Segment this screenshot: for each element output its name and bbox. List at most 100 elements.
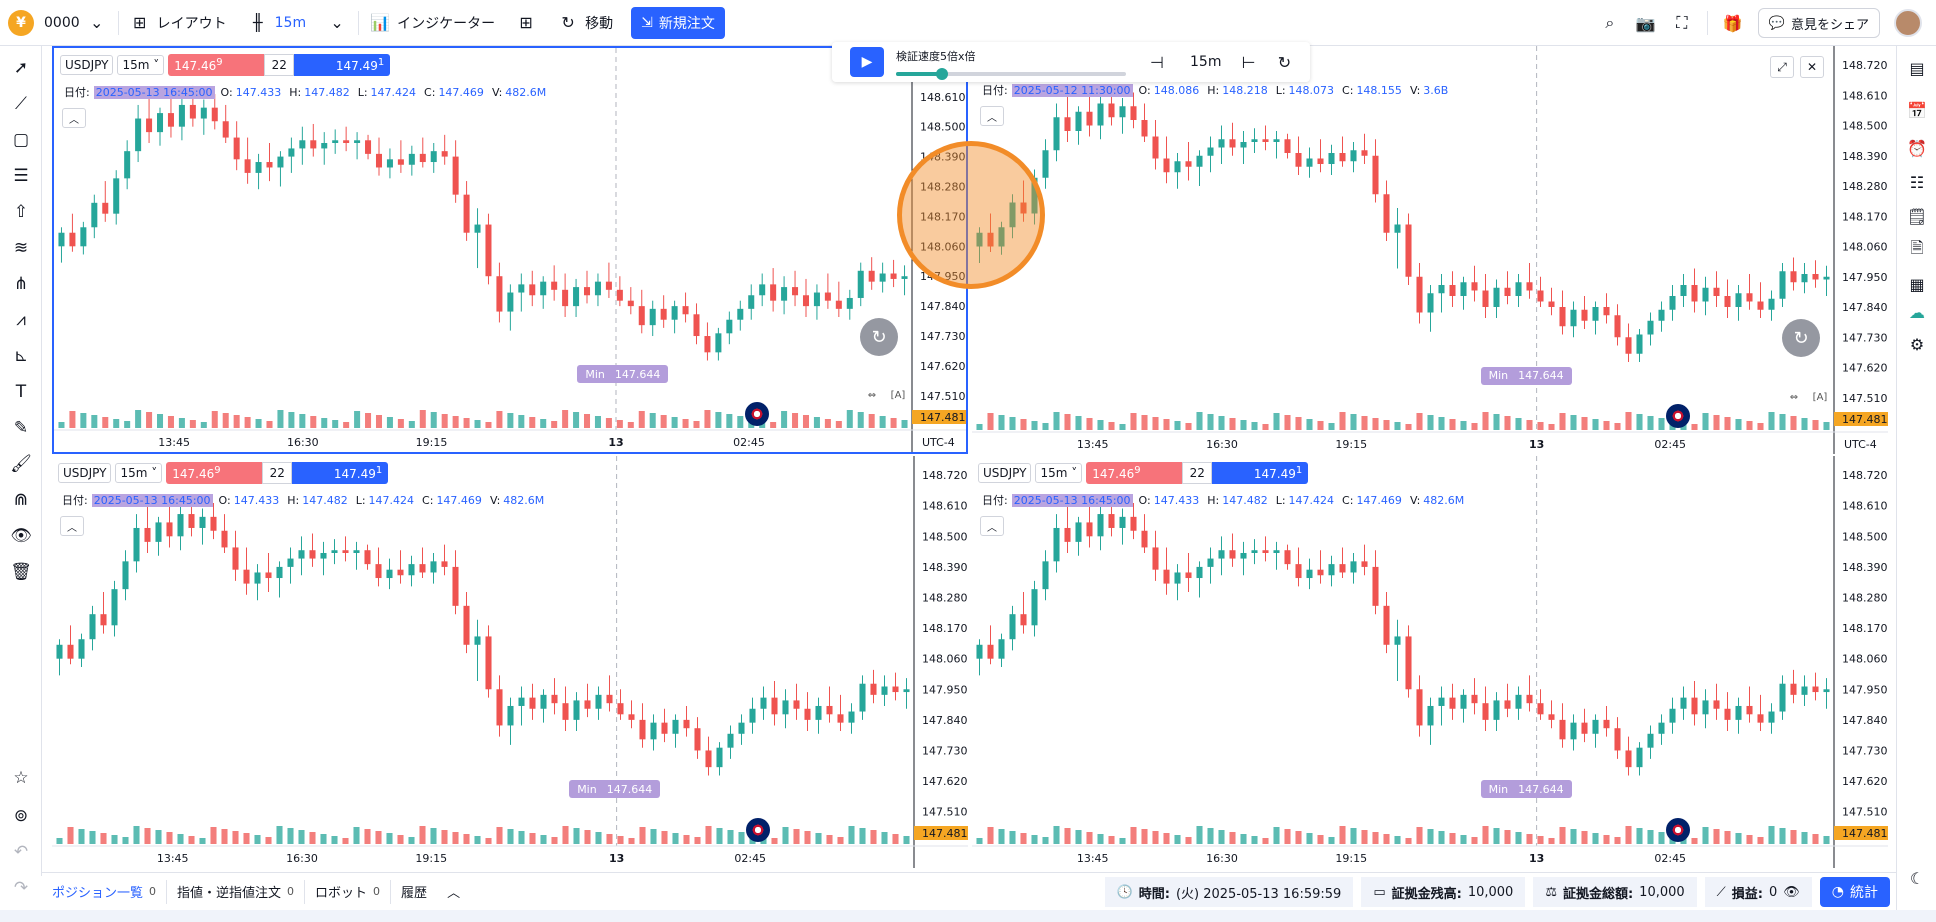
layout-button[interactable]: ⊞ レイアウト	[119, 0, 237, 46]
undo-icon[interactable]: ↶	[13, 842, 29, 862]
symbol-label[interactable]: USDJPY	[58, 463, 112, 483]
camera-icon[interactable]: 📷	[1635, 13, 1656, 33]
measure-icon[interactable]: ⊾	[13, 346, 29, 366]
bid-price-button[interactable]: 147.469	[166, 462, 263, 484]
symbol-label[interactable]: USDJPY	[60, 55, 114, 75]
volume-bar	[397, 419, 404, 428]
low-value: 147.424	[1288, 494, 1335, 507]
candlestick-chart[interactable]: 148.720148.610148.500148.390148.280148.1…	[972, 46, 1888, 454]
notes-icon[interactable]: 🗒	[1906, 206, 1928, 226]
ask-price-button[interactable]: 147.491	[1212, 462, 1309, 484]
scale-toggle-icon[interactable]: ⇔	[1789, 391, 1799, 403]
brush-lines-icon[interactable]: ≋	[13, 238, 29, 258]
calendar-icon[interactable]: 📅	[1907, 100, 1927, 120]
replay-undo-button[interactable]: ↻	[860, 318, 898, 357]
statistics-button[interactable]: ◔ 統計	[1819, 877, 1890, 907]
paint-brush-icon[interactable]: 🖌	[10, 454, 32, 474]
ask-price-button[interactable]: 147.491	[292, 462, 389, 484]
eye-icon[interactable]: 👁	[1783, 884, 1800, 900]
replay-undo-button[interactable]: ↻	[1782, 319, 1820, 358]
candlestick-chart[interactable]: 148.720148.610148.500148.390148.280148.1…	[972, 456, 1888, 868]
trash-icon[interactable]: 🗑	[10, 562, 32, 582]
document-icon[interactable]: ▤	[1909, 58, 1925, 78]
step-forward-icon[interactable]: ⊢	[1241, 52, 1256, 72]
expand-panel-button[interactable]: ︿	[437, 873, 470, 911]
timeframe-selector[interactable]: ╫ 15m ⌄	[237, 0, 358, 46]
pitchfork-icon[interactable]: ⋔	[13, 274, 29, 294]
chart-pane-bottom-left[interactable]: 148.720 148.610 148.500 148.390 148.280 148.1…	[52, 456, 968, 868]
clock-icon[interactable]: ⏰	[1907, 138, 1927, 158]
volume-bar	[1548, 424, 1555, 430]
fullscreen-icon[interactable]: ⛶	[1676, 13, 1688, 32]
pattern-icon[interactable]: ⩘	[16, 310, 26, 330]
pane-timeframe-selector[interactable]: 15m ˅	[115, 463, 163, 483]
expand-icon[interactable]: ⤢	[1770, 56, 1794, 78]
redo-icon[interactable]: ↷	[13, 878, 29, 898]
cursor-icon[interactable]: ➚	[13, 58, 29, 78]
share-opinion-button[interactable]: 💬 意見をシェア	[1757, 8, 1880, 38]
move-button[interactable]: ↻ 移動	[547, 0, 623, 46]
chart-pane-bottom-right[interactable]: 148.720 148.610 148.500 148.390 148.280 148.1…	[972, 456, 1888, 868]
search-icon[interactable]: ⌕	[1605, 13, 1615, 32]
collapse-legend-button[interactable]: ︿	[60, 516, 84, 536]
avatar[interactable]	[1894, 9, 1922, 37]
account-selector[interactable]: 0000 ⌄	[34, 0, 118, 46]
app-logo-icon[interactable]: ¥	[8, 9, 34, 36]
volume-bar	[1350, 414, 1357, 430]
eye-icon[interactable]: 👁	[10, 526, 32, 546]
volume-bar	[408, 837, 415, 844]
candle-body	[639, 719, 646, 740]
tab-robot[interactable]: ロボット 0	[305, 873, 390, 911]
bid-price-button[interactable]: 147.469	[168, 54, 265, 76]
candlestick-chart[interactable]: 148.720148.610148.500148.390148.280148.1…	[54, 48, 966, 452]
sync-link-icon[interactable]: ⊚	[13, 806, 29, 826]
chart-pane-top-left[interactable]: 148.720148.610148.500148.390148.280148.1…	[52, 46, 968, 454]
tab-history[interactable]: 履歴	[391, 873, 437, 911]
star-icon[interactable]: ☆	[13, 768, 29, 788]
tab-positions[interactable]: ポジション一覧 0	[42, 873, 166, 911]
fib-icon[interactable]: ☰	[13, 166, 29, 186]
checklist-icon[interactable]: ☷	[1909, 172, 1925, 192]
report-icon[interactable]: 🗎	[1910, 237, 1924, 257]
symbol-label[interactable]: USDJPY	[978, 463, 1032, 483]
jump-back-icon[interactable]: ↻	[1277, 52, 1292, 72]
new-order-button[interactable]: ⇲ 新規注文	[631, 6, 725, 39]
speed-slider-handle[interactable]	[936, 68, 948, 80]
candle-body	[1779, 271, 1786, 299]
auto-scale-icon[interactable]: [A]	[890, 389, 906, 401]
play-button[interactable]: ▶	[850, 47, 884, 77]
tab-orders[interactable]: 指値・逆指値注文 0	[167, 873, 304, 911]
chart-pane-top-right[interactable]: 148.720 148.610 148.500 148.390 148.280 148.1…	[972, 46, 1888, 454]
dark-mode-icon[interactable]: ☾	[1909, 868, 1925, 888]
rectangle-icon[interactable]: ▢	[12, 130, 30, 150]
close-icon[interactable]: ✕	[1800, 56, 1824, 78]
gift-icon[interactable]: 🎁	[1722, 13, 1743, 33]
cloud-icon[interactable]: ☁	[1909, 302, 1925, 322]
timezone-label[interactable]: UTC-4	[1844, 438, 1877, 451]
collapse-legend-button[interactable]: ︿	[980, 106, 1004, 126]
pane-timeframe-selector[interactable]: 15m ˅	[117, 55, 165, 75]
candle-body	[331, 550, 338, 553]
pane-timeframe-selector[interactable]: 15m ˅	[1035, 463, 1083, 483]
news-icon[interactable]: ▦	[1909, 274, 1925, 294]
step-back-icon[interactable]: ⊣	[1150, 52, 1164, 72]
collapse-legend-button[interactable]: ︿	[62, 108, 86, 128]
scale-toggle-icon[interactable]: ⇔	[867, 389, 877, 401]
magnet-icon[interactable]: ⋒	[13, 490, 29, 510]
text-icon[interactable]: T	[15, 382, 27, 402]
auto-scale-icon[interactable]: [A]	[1812, 391, 1828, 403]
ask-price-button[interactable]: 147.491	[294, 54, 391, 76]
volume-bar	[1416, 413, 1423, 430]
add-widget-button[interactable]: ⊞	[505, 0, 547, 46]
candlestick-chart[interactable]: 148.720148.610148.500148.390148.280148.1…	[52, 456, 968, 868]
trend-line-icon[interactable]: ⟋	[15, 94, 27, 114]
collapse-legend-button[interactable]: ︿	[980, 516, 1004, 536]
bid-price-button[interactable]: 147.469	[1086, 462, 1183, 484]
speed-slider[interactable]	[896, 68, 1126, 80]
replay-timeframe[interactable]: 15m	[1190, 54, 1222, 70]
indicators-button[interactable]: 📊 インジケーター	[359, 0, 505, 46]
timezone-label[interactable]: UTC-4	[922, 436, 955, 449]
settings-icon[interactable]: ⚙	[1909, 334, 1925, 354]
arrow-up-icon[interactable]: ⇧	[13, 202, 29, 222]
pen-icon[interactable]: ✎	[13, 418, 29, 438]
